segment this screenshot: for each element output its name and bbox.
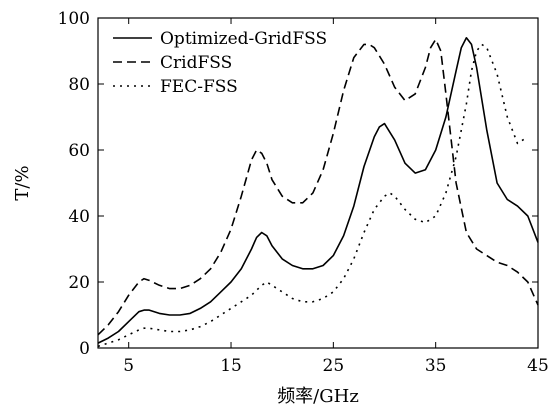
series-line-1 bbox=[97, 36, 539, 344]
y-tick-label: 40 bbox=[68, 207, 90, 227]
series-group bbox=[97, 36, 539, 348]
y-tick-label: 60 bbox=[68, 141, 90, 161]
legend-label: FEC-FSS bbox=[160, 77, 238, 97]
x-tick-label: 25 bbox=[323, 356, 345, 376]
x-axis-label: 频率/GHz bbox=[277, 386, 359, 407]
x-tick-label: 45 bbox=[527, 356, 549, 376]
y-tick-label: 0 bbox=[79, 339, 90, 359]
legend-label: CridFSS bbox=[160, 53, 232, 73]
legend: Optimized-GridFSS CridFSS FEC-FSS bbox=[113, 29, 327, 97]
y-tick-label: 80 bbox=[68, 75, 90, 95]
x-tick-label: 35 bbox=[425, 356, 447, 376]
x-tick-label: 15 bbox=[220, 356, 242, 376]
series-line-2 bbox=[97, 38, 539, 336]
ticks: 5 15 25 35 45 0 20 40 60 80 100 bbox=[58, 9, 549, 376]
y-tick-label: 100 bbox=[58, 9, 90, 29]
legend-label: Optimized-GridFSS bbox=[160, 29, 327, 49]
x-tick-label: 5 bbox=[123, 356, 134, 376]
y-axis-label: T/% bbox=[12, 165, 33, 200]
plot-frame bbox=[97, 17, 539, 349]
y-tick-label: 20 bbox=[68, 273, 90, 293]
